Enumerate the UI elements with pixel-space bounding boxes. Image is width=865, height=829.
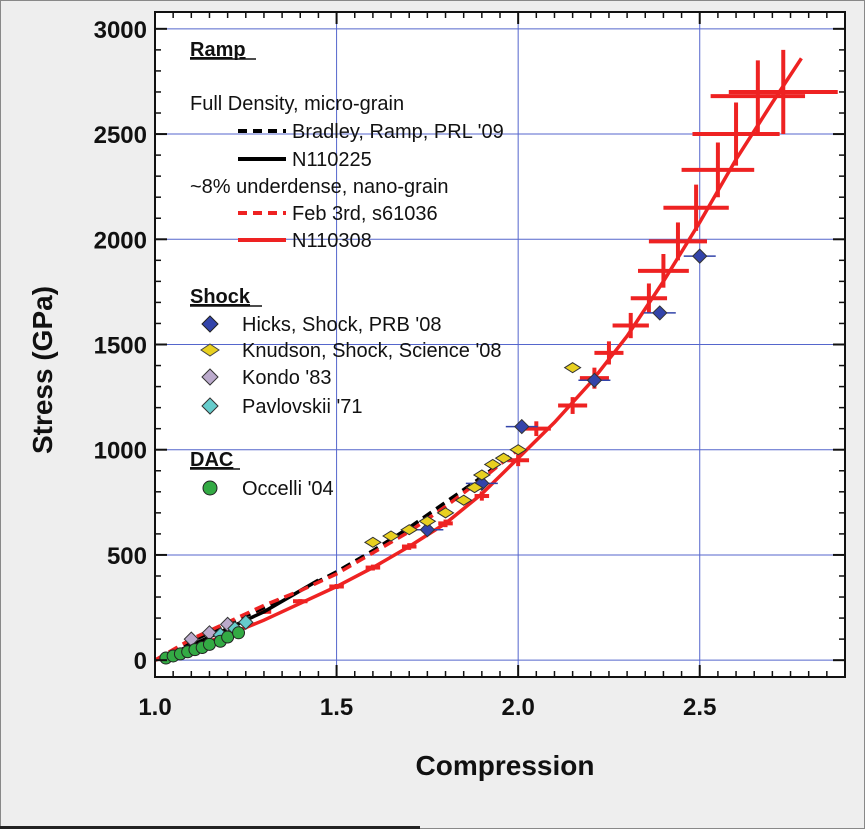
bottom-rule (0, 826, 420, 829)
data-point (483, 458, 502, 471)
legend-label-bradley: Bradley, Ramp, PRL '09 (292, 121, 504, 143)
x-tick-label: 2.5 (683, 694, 716, 721)
data-point (419, 521, 436, 538)
data-point (652, 305, 668, 321)
y-tick-label: 1000 (94, 438, 147, 465)
data-point (514, 418, 530, 435)
data-point (509, 444, 528, 456)
data-point (238, 614, 254, 630)
y-axis-title: Stress (GPa) (27, 286, 58, 454)
series-knudson-shock-science-08 (363, 362, 582, 548)
legend-label-hicks: Hicks, Shock, PRB '08 (242, 314, 441, 336)
y-tick-label: 2000 (94, 227, 147, 254)
legend-heading-ramp: Ramp (190, 39, 246, 61)
legend-heading-dac: DAC (190, 449, 233, 471)
series-line-bradley-ramp-prl-09 (154, 448, 520, 662)
legend-label-occelli: Occelli '04 (242, 478, 334, 500)
legend-heading-shock: Shock (190, 286, 251, 308)
legend-marker-pavlovskii (201, 397, 219, 415)
data-point (586, 372, 603, 388)
data-point (472, 469, 491, 481)
x-axis-title: Compression (416, 750, 595, 781)
legend-label-kondo: Kondo '83 (242, 367, 331, 389)
tick-marks (154, 12, 845, 677)
data-point (363, 536, 382, 548)
series-line-feb-3rd-s61036 (154, 448, 520, 662)
legend-group-full-density: Full Density, micro-grain (190, 93, 404, 115)
legend-marker-knudson (200, 343, 220, 357)
legend-label-knudson: Knudson, Shock, Science '08 (242, 340, 502, 362)
data-point (563, 362, 582, 374)
data-point (692, 248, 708, 264)
legend: Ramp Full Density, micro-grain Bradley, … (190, 39, 504, 500)
series-line-n110308 (154, 57, 803, 662)
legend-label-n110308: N110308 (292, 230, 372, 252)
y-tick-label: 500 (107, 543, 147, 570)
data-point (202, 637, 216, 651)
y-tick-label: 0 (134, 648, 147, 675)
legend-marker-occelli (202, 480, 218, 496)
data-point (436, 507, 455, 519)
x-tick-label: 1.5 (320, 694, 353, 721)
data-point (465, 482, 484, 494)
tick-labels: 1.0 1.5 2.0 2.5 0 500 1000 1500 2000 2500 3000 (94, 17, 717, 721)
y-tick-label: 1500 (94, 333, 147, 360)
y-tick-label: 2500 (94, 122, 147, 149)
legend-marker-kondo (201, 368, 219, 386)
data-point (221, 630, 235, 644)
legend-label-pavlovskii: Pavlovskii '71 (242, 396, 363, 418)
data-point (400, 524, 419, 536)
legend-label-feb3rd: Feb 3rd, s61036 (292, 203, 438, 225)
data-point (232, 626, 246, 640)
data-point (494, 452, 513, 464)
legend-label-n110225: N110225 (292, 149, 372, 171)
legend-marker-hicks (201, 315, 219, 333)
x-tick-label: 2.0 (501, 694, 534, 721)
data-point (382, 530, 400, 542)
y-tick-label: 3000 (94, 17, 147, 44)
legend-group-underdense: ~8% underdense, nano-grain (190, 176, 449, 198)
data-point (418, 515, 437, 527)
x-tick-label: 1.0 (138, 694, 171, 721)
data-point (454, 494, 473, 506)
